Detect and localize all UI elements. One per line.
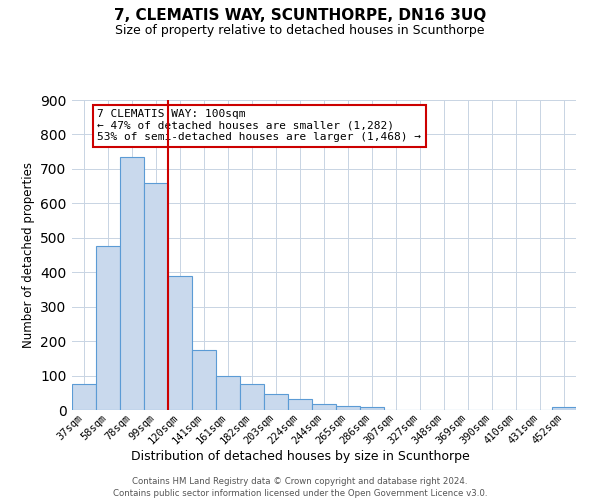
Bar [240, 384, 264, 410]
Bar [216, 376, 240, 410]
Bar [96, 246, 120, 410]
Bar [120, 157, 144, 410]
Text: Contains public sector information licensed under the Open Government Licence v3: Contains public sector information licen… [113, 489, 487, 498]
Text: Contains HM Land Registry data © Crown copyright and database right 2024.: Contains HM Land Registry data © Crown c… [132, 478, 468, 486]
Text: 7, CLEMATIS WAY, SCUNTHORPE, DN16 3UQ: 7, CLEMATIS WAY, SCUNTHORPE, DN16 3UQ [114, 8, 486, 22]
Text: Size of property relative to detached houses in Scunthorpe: Size of property relative to detached ho… [115, 24, 485, 37]
Bar [168, 276, 192, 410]
Bar [144, 182, 168, 410]
Bar [192, 350, 216, 410]
Y-axis label: Number of detached properties: Number of detached properties [22, 162, 35, 348]
Text: Distribution of detached houses by size in Scunthorpe: Distribution of detached houses by size … [131, 450, 469, 463]
Text: 7 CLEMATIS WAY: 100sqm
← 47% of detached houses are smaller (1,282)
53% of semi-: 7 CLEMATIS WAY: 100sqm ← 47% of detached… [97, 110, 421, 142]
Bar [336, 406, 360, 410]
Bar [312, 404, 336, 410]
Bar [264, 394, 288, 410]
Bar [552, 407, 576, 410]
Bar [72, 384, 96, 410]
Bar [360, 406, 384, 410]
Bar [288, 398, 312, 410]
